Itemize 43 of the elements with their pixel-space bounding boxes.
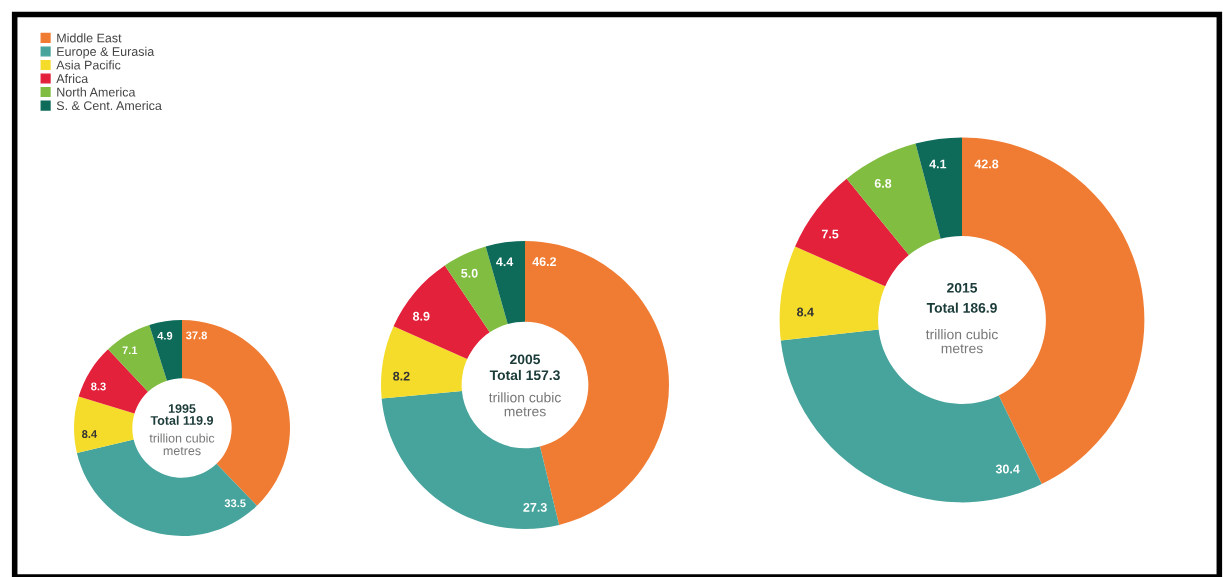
data-label: 37.8 bbox=[185, 331, 207, 340]
text: trillion cubic metres bbox=[925, 329, 998, 354]
donut-slice bbox=[381, 390, 560, 529]
data-label: 4.4 bbox=[496, 257, 514, 267]
text: Total 186.9 bbox=[926, 302, 997, 313]
donut-slice bbox=[485, 241, 525, 325]
donut-slice bbox=[915, 137, 962, 239]
text: trillion cubic metres bbox=[488, 392, 561, 417]
text: 1995 bbox=[168, 404, 196, 413]
legend-label: Africa bbox=[56, 73, 89, 84]
data-label: 30.4 bbox=[995, 464, 1020, 474]
data-label: 7.5 bbox=[821, 229, 839, 239]
data-label: 8.4 bbox=[797, 307, 814, 317]
data-label: 42.8 bbox=[974, 159, 999, 169]
text: 2005 bbox=[510, 354, 541, 365]
donut-slice bbox=[393, 265, 490, 360]
donut-slice bbox=[780, 329, 1042, 503]
donut-slice bbox=[74, 396, 135, 453]
data-label: 4.9 bbox=[157, 331, 173, 340]
legend-label: Asia Pacific bbox=[56, 60, 121, 70]
data-label: 6.8 bbox=[874, 178, 892, 188]
text: 2015 bbox=[947, 282, 978, 293]
data-label: 7.1 bbox=[122, 346, 138, 355]
legend-label: North America bbox=[57, 87, 136, 97]
data-label: 8.4 bbox=[82, 430, 98, 438]
data-label: 8.2 bbox=[393, 371, 410, 381]
data-label: 46.2 bbox=[532, 257, 557, 267]
data-label: 4.1 bbox=[929, 159, 947, 169]
data-label: 5.0 bbox=[461, 268, 478, 278]
data-label: 27.3 bbox=[523, 502, 547, 512]
data-label: 33.5 bbox=[224, 499, 246, 508]
legend-label: Middle East bbox=[57, 33, 122, 43]
text: Total 119.9 bbox=[150, 415, 214, 425]
donut-slice bbox=[149, 320, 182, 381]
donut-slice bbox=[779, 246, 886, 341]
text: Total 157.3 bbox=[489, 369, 560, 381]
text: trillion cubic metres bbox=[149, 433, 215, 456]
donut-slice bbox=[381, 326, 468, 399]
legend-label: Europe & Eurasia bbox=[57, 46, 155, 59]
data-label: 8.3 bbox=[91, 382, 106, 391]
data-label: 8.9 bbox=[412, 311, 430, 321]
legend-label: S. & Cent. America bbox=[56, 100, 162, 111]
donut-slice bbox=[795, 178, 909, 287]
